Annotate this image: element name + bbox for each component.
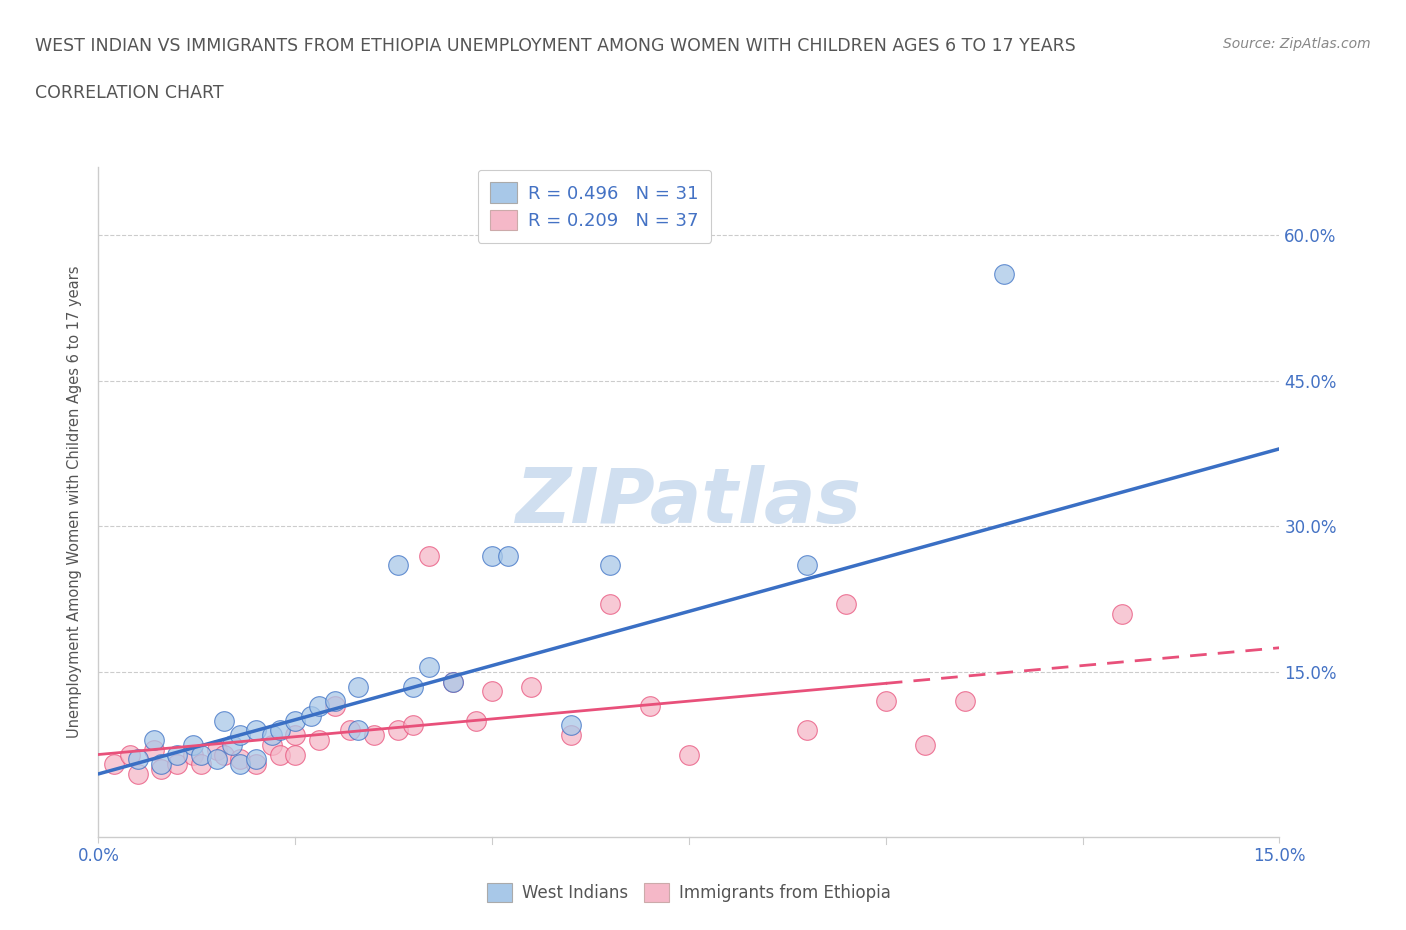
Point — [481, 684, 503, 698]
Point — [284, 747, 307, 762]
Point — [402, 718, 425, 733]
Point — [339, 723, 361, 737]
Legend: West Indians, Immigrants from Ethiopia: West Indians, Immigrants from Ethiopia — [479, 876, 898, 909]
Point — [875, 694, 897, 709]
Point — [418, 548, 440, 563]
Point — [599, 597, 621, 612]
Point — [308, 698, 330, 713]
Point — [363, 727, 385, 742]
Point — [284, 713, 307, 728]
Point — [269, 747, 291, 762]
Point — [166, 747, 188, 762]
Point — [481, 548, 503, 563]
Text: ZIPatlas: ZIPatlas — [516, 465, 862, 539]
Point — [308, 733, 330, 748]
Point — [347, 679, 370, 694]
Point — [418, 659, 440, 674]
Point — [993, 267, 1015, 282]
Point — [387, 558, 409, 573]
Point — [181, 747, 204, 762]
Point — [402, 679, 425, 694]
Point — [205, 742, 228, 757]
Point — [245, 723, 267, 737]
Point — [796, 723, 818, 737]
Point — [127, 752, 149, 767]
Point — [599, 558, 621, 573]
Point — [323, 698, 346, 713]
Point — [221, 737, 243, 752]
Point — [150, 762, 173, 777]
Point — [214, 747, 236, 762]
Point — [465, 713, 488, 728]
Point — [560, 718, 582, 733]
Point — [229, 752, 252, 767]
Point — [347, 723, 370, 737]
Point — [269, 723, 291, 737]
Point — [150, 757, 173, 772]
Point — [260, 737, 283, 752]
Point — [638, 698, 661, 713]
Point — [142, 742, 165, 757]
Text: Source: ZipAtlas.com: Source: ZipAtlas.com — [1223, 37, 1371, 51]
Point — [284, 727, 307, 742]
Point — [229, 727, 252, 742]
Point — [796, 558, 818, 573]
Point — [245, 752, 267, 767]
Point — [181, 737, 204, 752]
Point — [678, 747, 700, 762]
Point — [1111, 606, 1133, 621]
Point — [560, 727, 582, 742]
Point — [496, 548, 519, 563]
Point — [118, 747, 141, 762]
Point — [441, 674, 464, 689]
Point — [205, 752, 228, 767]
Point — [103, 757, 125, 772]
Point — [245, 757, 267, 772]
Point — [260, 727, 283, 742]
Y-axis label: Unemployment Among Women with Children Ages 6 to 17 years: Unemployment Among Women with Children A… — [66, 266, 82, 738]
Point — [166, 757, 188, 772]
Point — [190, 757, 212, 772]
Point — [190, 747, 212, 762]
Point — [835, 597, 858, 612]
Point — [323, 694, 346, 709]
Text: CORRELATION CHART: CORRELATION CHART — [35, 84, 224, 101]
Point — [441, 674, 464, 689]
Point — [142, 733, 165, 748]
Text: WEST INDIAN VS IMMIGRANTS FROM ETHIOPIA UNEMPLOYMENT AMONG WOMEN WITH CHILDREN A: WEST INDIAN VS IMMIGRANTS FROM ETHIOPIA … — [35, 37, 1076, 55]
Point — [127, 766, 149, 781]
Point — [914, 737, 936, 752]
Point — [229, 757, 252, 772]
Point — [520, 679, 543, 694]
Point — [953, 694, 976, 709]
Point — [299, 709, 322, 724]
Point — [387, 723, 409, 737]
Point — [214, 713, 236, 728]
